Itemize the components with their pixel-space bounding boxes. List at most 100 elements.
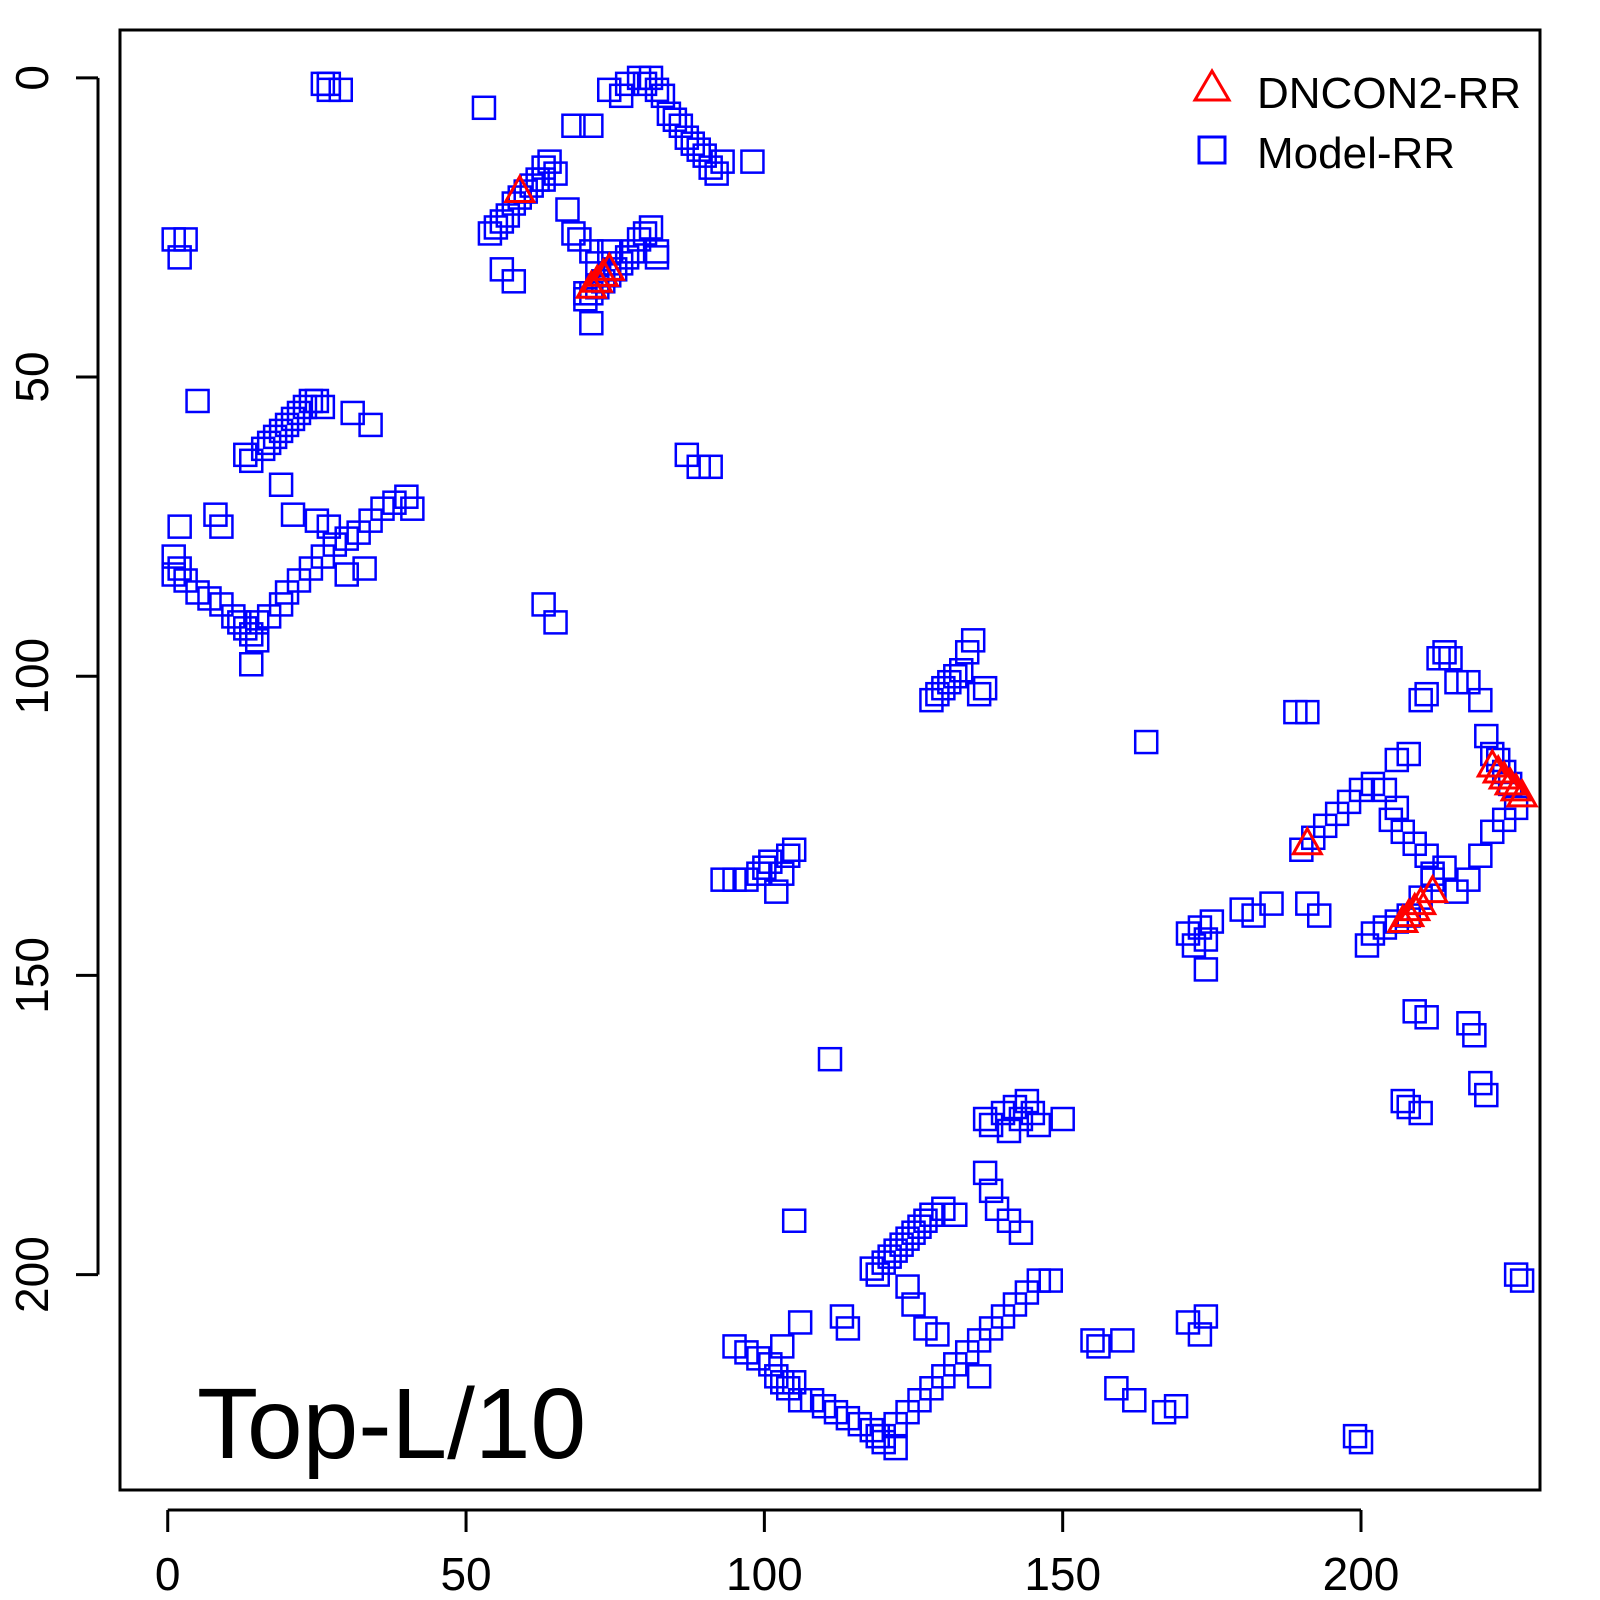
model-rr-point bbox=[943, 663, 968, 689]
model-rr-point bbox=[316, 71, 342, 97]
model-rr-point bbox=[698, 454, 723, 480]
model-rr-point bbox=[358, 412, 383, 438]
model-rr-point bbox=[1468, 843, 1493, 868]
model-rr-point bbox=[775, 843, 801, 868]
model-rr-point bbox=[1163, 1393, 1189, 1419]
model-rr-point bbox=[978, 1178, 1004, 1204]
model-rr-point bbox=[1086, 1334, 1111, 1359]
model-rr-point bbox=[1133, 729, 1159, 755]
dncon2-rr-point bbox=[1505, 777, 1539, 808]
data-marks bbox=[161, 65, 1539, 1461]
model-rr-point bbox=[1474, 723, 1499, 749]
legend-label-dncon2-rr: DNCON2-RR bbox=[1257, 69, 1521, 118]
model-rr-point bbox=[1110, 1328, 1135, 1353]
legend-marker-model-rr bbox=[1197, 135, 1227, 165]
model-rr-point bbox=[1432, 640, 1457, 665]
model-rr-point bbox=[1503, 795, 1529, 821]
y-axis: 0 50 100 150 200 bbox=[6, 65, 100, 1313]
model-rr-point bbox=[1503, 1262, 1529, 1287]
model-rr-point bbox=[1026, 1112, 1052, 1138]
model-rr-point bbox=[966, 1364, 992, 1389]
model-rr-point bbox=[1295, 699, 1320, 725]
model-rr-point bbox=[1259, 891, 1284, 916]
model-rr-point bbox=[966, 681, 992, 707]
dncon2-rr-point bbox=[586, 257, 620, 287]
model-rr-point bbox=[781, 1208, 807, 1233]
model-rr-point bbox=[400, 496, 425, 521]
model-rr-point bbox=[1474, 1082, 1499, 1108]
model-rr-point bbox=[244, 628, 270, 653]
model-rr-point bbox=[1193, 1304, 1219, 1329]
model-rr-point bbox=[787, 1310, 813, 1335]
model-rr-point bbox=[239, 652, 264, 677]
y-tick-label: 50 bbox=[6, 351, 58, 402]
model-rr-point bbox=[1187, 1322, 1213, 1347]
dncon2-rr-point bbox=[1398, 891, 1432, 922]
model-rr-point bbox=[310, 394, 336, 420]
model-rr-point bbox=[579, 113, 604, 138]
model-rr-point bbox=[501, 269, 527, 294]
model-rr-point bbox=[817, 1046, 843, 1072]
model-rr-point bbox=[1080, 1328, 1105, 1353]
model-rr-point bbox=[764, 879, 789, 904]
model-rr-point bbox=[334, 562, 359, 587]
model-rr-point bbox=[710, 149, 735, 174]
model-rr-point bbox=[1396, 741, 1421, 767]
model-rr-point bbox=[1414, 1005, 1439, 1030]
model-rr-point bbox=[638, 215, 664, 240]
model-rr-point bbox=[543, 610, 568, 635]
legend: DNCON2-RR Model-RR bbox=[1192, 68, 1521, 178]
model-rr-point bbox=[1008, 1220, 1034, 1245]
model-rr-point bbox=[316, 514, 342, 539]
model-rr-point bbox=[740, 149, 765, 174]
legend-marker-dncon2-rr bbox=[1192, 68, 1232, 102]
plot-frame bbox=[118, 28, 1542, 1492]
model-rr-point bbox=[781, 837, 807, 863]
model-rr-point bbox=[781, 1370, 807, 1395]
model-rr-point bbox=[925, 1322, 950, 1347]
dncon2-rr-point bbox=[1499, 771, 1533, 802]
model-rr-point bbox=[770, 1334, 795, 1359]
model-rr-point bbox=[1199, 909, 1225, 934]
model-rr-point bbox=[895, 1274, 920, 1299]
model-rr-point bbox=[644, 77, 670, 103]
model-rr-point bbox=[1193, 927, 1219, 952]
dncon2-rr-point bbox=[592, 251, 626, 281]
model-rr-point bbox=[949, 657, 974, 683]
model-rr-point bbox=[1414, 681, 1439, 707]
model-rr-point bbox=[1348, 1429, 1374, 1455]
model-rr-point bbox=[1408, 687, 1433, 713]
x-tick-label: 100 bbox=[726, 1548, 803, 1600]
model-rr-point bbox=[280, 502, 306, 527]
model-rr-point bbox=[1509, 1268, 1535, 1293]
model-rr-point bbox=[1193, 957, 1219, 982]
model-rr-point bbox=[173, 227, 198, 252]
dncon2-rr-point bbox=[1487, 759, 1521, 790]
model-rr-point bbox=[972, 675, 998, 701]
y-tick-label: 0 bbox=[6, 65, 58, 91]
model-rr-point bbox=[531, 167, 556, 192]
model-rr-point bbox=[471, 95, 497, 121]
model-rr-point bbox=[1408, 1100, 1433, 1126]
dncon2-rr-point bbox=[1290, 825, 1324, 856]
model-rr-point bbox=[1462, 1022, 1487, 1048]
model-rr-point bbox=[650, 83, 676, 109]
model-rr-point bbox=[167, 514, 192, 539]
model-rr-point bbox=[960, 628, 986, 653]
model-rr-point bbox=[1414, 843, 1439, 868]
model-rr-point bbox=[555, 197, 580, 222]
legend-label-model-rr: Model-RR bbox=[1257, 129, 1455, 178]
y-tick-label: 150 bbox=[6, 937, 58, 1014]
model-rr-point bbox=[561, 113, 586, 138]
model-rr-point bbox=[770, 861, 795, 886]
model-rr-point bbox=[209, 514, 234, 539]
model-rr-point bbox=[644, 245, 670, 270]
annotation-top-l10: Top-L/10 bbox=[197, 1368, 586, 1480]
dncon2-rr-point bbox=[503, 173, 537, 204]
x-axis: 0 50 100 150 200 bbox=[155, 1508, 1399, 1600]
model-rr-point bbox=[161, 562, 186, 587]
x-tick-label: 150 bbox=[1024, 1548, 1101, 1600]
model-rr-point bbox=[835, 1316, 861, 1341]
model-rr-point bbox=[352, 556, 377, 581]
